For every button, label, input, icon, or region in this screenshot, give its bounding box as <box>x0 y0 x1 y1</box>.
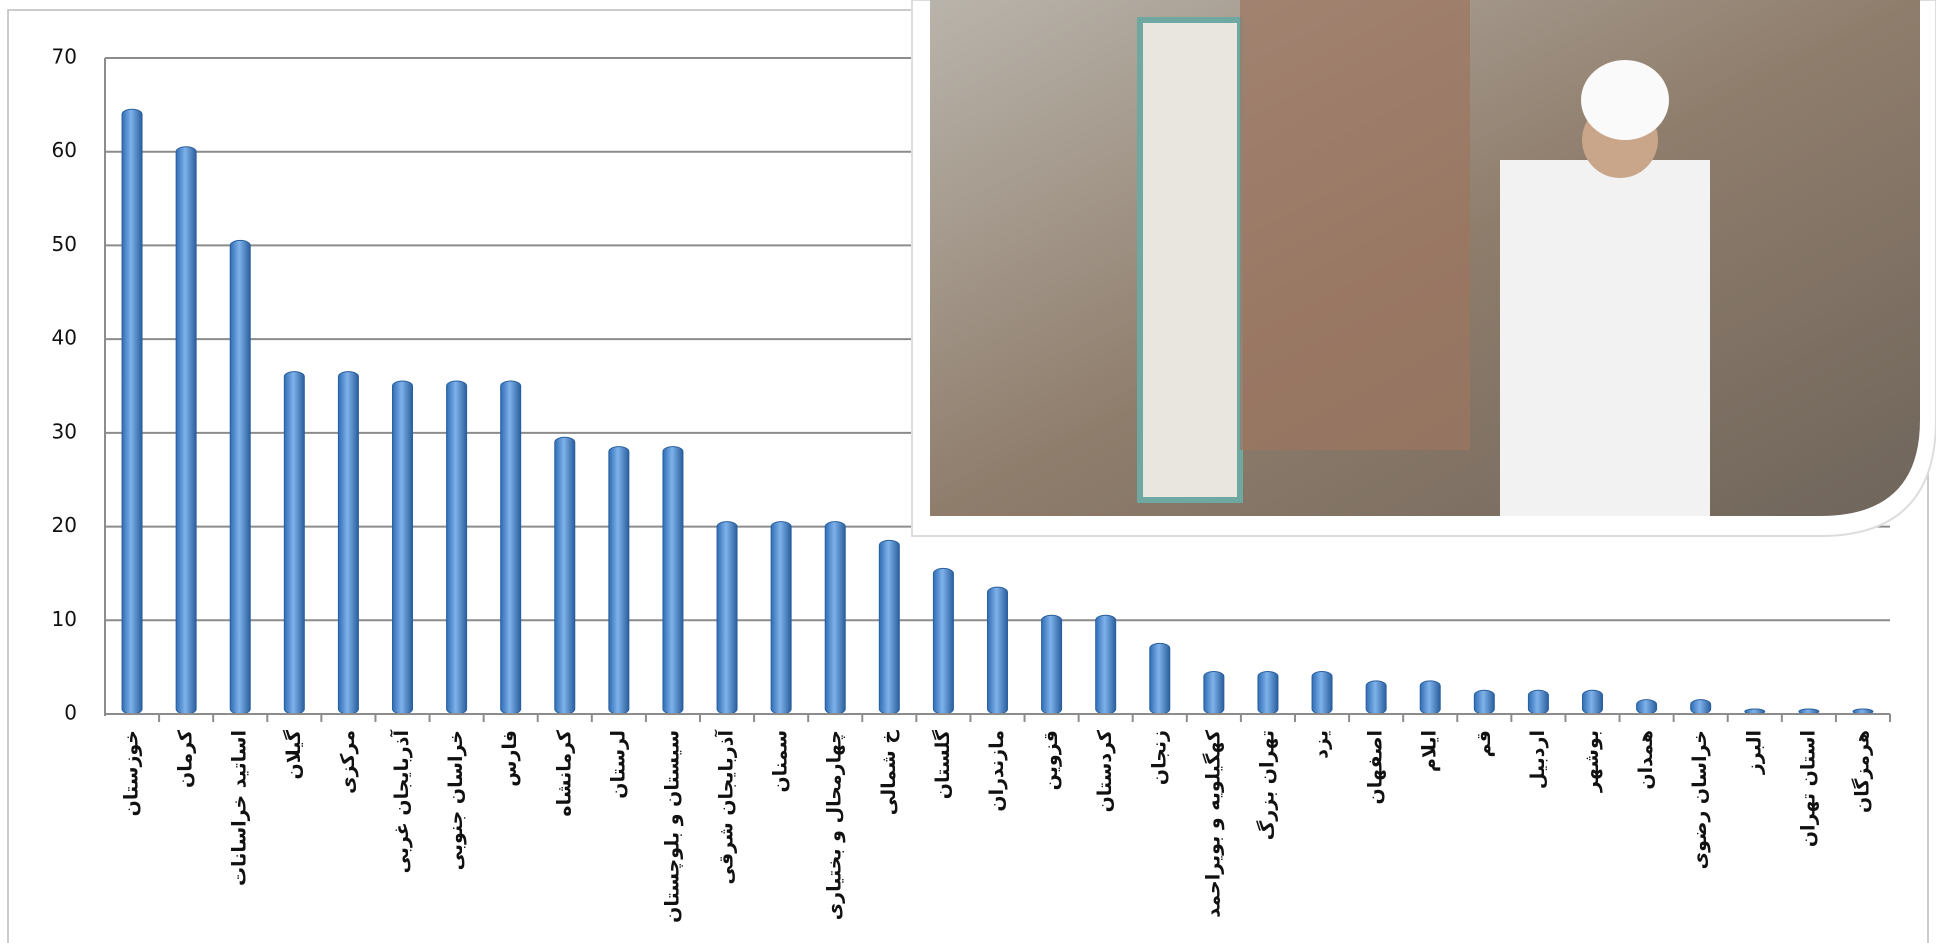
x-tick-label: خ شمالی <box>878 730 900 816</box>
bar <box>337 371 359 715</box>
x-tick-label: یزد <box>1311 730 1333 759</box>
x-tick-label: خوزستان <box>121 730 143 816</box>
x-tick-label: البرز <box>1743 730 1765 775</box>
bar <box>878 539 900 715</box>
x-tick-label: فارس <box>499 730 521 787</box>
y-tick-label: 30 <box>52 419 77 443</box>
photo-overlay <box>911 0 1936 537</box>
x-tick-label: خراسان جنوبی <box>445 730 467 870</box>
bar <box>1203 671 1225 715</box>
bar <box>987 586 1008 715</box>
bar <box>446 380 468 715</box>
x-tick-label: استان تهران <box>1797 730 1819 847</box>
x-tick-label: مازندران <box>986 730 1008 812</box>
bar <box>175 146 197 715</box>
bar <box>1636 699 1658 715</box>
x-tick-label: چهارمحال و بختیاری <box>824 730 846 920</box>
y-tick-label: 70 <box>52 45 77 69</box>
photo-door <box>1137 17 1243 503</box>
y-tick-label: 20 <box>52 513 77 537</box>
bar <box>121 108 143 715</box>
x-tick-label: اردبیل <box>1527 730 1549 789</box>
x-tick-label: کهگیلویه و بویراحمد <box>1201 729 1224 918</box>
bar <box>1582 689 1603 715</box>
bar <box>1041 614 1063 715</box>
x-tick-label: اساتید خراسانات <box>229 730 251 886</box>
x-tick-label: گیلان <box>282 729 305 779</box>
x-tick-label: بوشهر <box>1581 730 1603 793</box>
x-tick-label: اصفهان <box>1365 730 1387 804</box>
bar <box>1690 699 1712 715</box>
photo-turban <box>1581 60 1669 140</box>
x-tick-label: کرمان <box>175 729 197 788</box>
x-tick-label: هرمزگان <box>1850 730 1873 813</box>
x-tick-label: آذربایجان غربی <box>389 730 413 874</box>
y-tick-label: 0 <box>64 701 77 725</box>
bar <box>662 446 684 715</box>
x-tick-label: گلستان <box>931 729 954 799</box>
y-tick-label: 10 <box>52 607 77 631</box>
x-tick-label: خراسان رضوی <box>1689 730 1711 869</box>
x-tick-label: ایلام <box>1419 730 1441 772</box>
bar <box>500 380 522 715</box>
bar <box>1527 689 1549 715</box>
bar <box>824 521 846 715</box>
bar <box>229 239 251 715</box>
x-tick-label: همدان <box>1635 730 1657 790</box>
bar <box>932 567 954 715</box>
x-tick-label: تهران بزرگ <box>1255 730 1278 840</box>
y-tick-label: 40 <box>52 326 77 350</box>
bar <box>1095 614 1117 715</box>
x-tick-label: قم <box>1473 730 1495 757</box>
bar <box>1149 642 1171 715</box>
bar <box>1311 671 1333 715</box>
bar <box>716 521 738 715</box>
bar <box>1473 689 1495 715</box>
x-tick-label: کردستان <box>1094 729 1116 812</box>
bar <box>1365 680 1387 715</box>
x-tick-label: آذربایجان شرقی <box>714 730 738 885</box>
x-tick-label: سمنان <box>770 730 792 793</box>
bar <box>392 380 413 715</box>
bar <box>1257 671 1279 715</box>
x-tick-label: کرمانشاه <box>553 729 575 817</box>
bar <box>1419 680 1441 715</box>
bar <box>554 436 576 715</box>
bar <box>608 446 630 715</box>
x-tick-label: مرکزی <box>337 730 359 794</box>
y-tick-label: 60 <box>52 138 77 162</box>
photo-person <box>1500 160 1710 516</box>
bar <box>770 521 792 715</box>
photo-wall <box>1240 0 1470 450</box>
bar <box>283 371 305 715</box>
x-tick-label: سیستان و بلوچستان <box>661 730 683 923</box>
x-tick-label: قزوین <box>1040 730 1062 790</box>
x-tick-label: لرستان <box>607 730 629 799</box>
x-tick-label: زنجان <box>1148 730 1170 785</box>
y-tick-label: 50 <box>52 232 77 256</box>
